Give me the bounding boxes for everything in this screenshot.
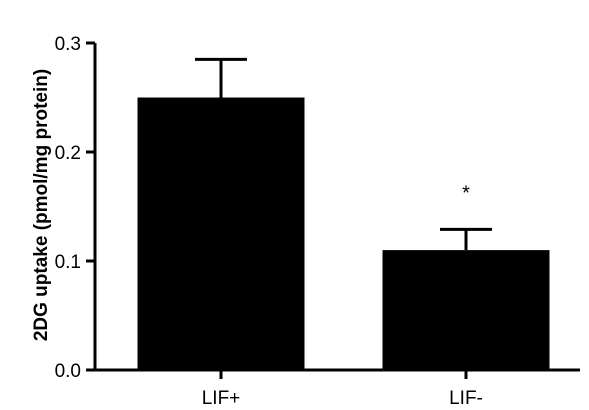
y-tick-label: 0.3 xyxy=(55,34,81,55)
y-axis: 0.0 0.1 0.2 0.3 xyxy=(55,34,97,382)
bars xyxy=(137,97,550,370)
error-bars xyxy=(195,57,492,251)
bar xyxy=(382,250,550,370)
x-tick-label: LIF- xyxy=(449,388,483,409)
y-tick-label: 0.2 xyxy=(55,143,81,164)
y-tick-label: 0.0 xyxy=(55,361,81,382)
significance-marker: * xyxy=(462,182,470,204)
bar xyxy=(137,97,305,370)
x-tick-label: LIF+ xyxy=(202,388,241,409)
y-tick-label: 0.1 xyxy=(55,252,81,273)
x-axis xyxy=(93,368,580,379)
y-axis-title: 2DG uptake (pmol/mg protein) xyxy=(31,69,52,341)
labels: LIF+ LIF- * xyxy=(202,182,483,409)
